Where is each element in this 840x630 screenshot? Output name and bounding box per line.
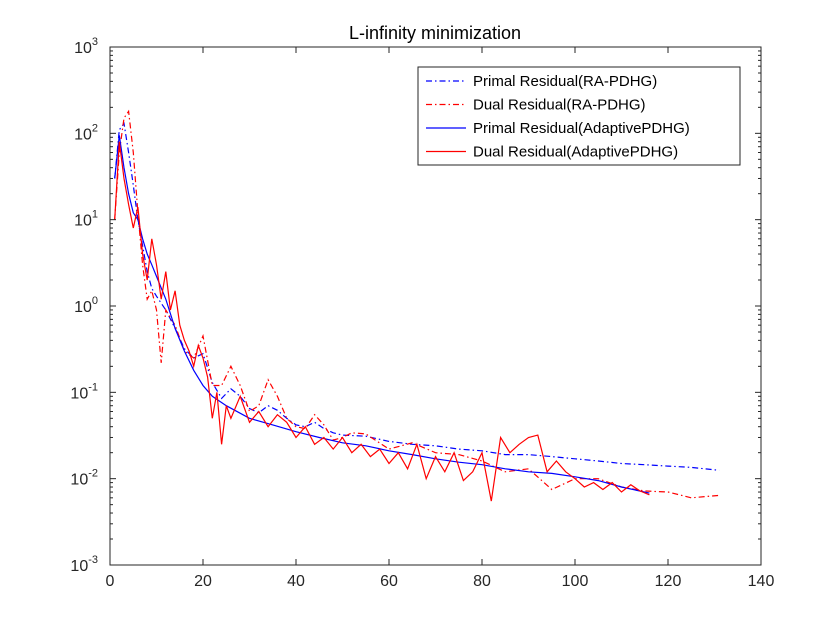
- series-line-4: [114, 141, 650, 502]
- legend-label: Primal Residual(AdaptivePDHG): [473, 120, 690, 137]
- legend-label: Dual Residual(AdaptivePDHG): [473, 144, 678, 161]
- y-tick-label: 10-1: [70, 381, 98, 402]
- y-tick-label: 103: [74, 36, 98, 57]
- x-tick-label: 120: [655, 573, 682, 590]
- x-tick-label: 60: [380, 573, 398, 590]
- y-tick-label: 100: [74, 295, 98, 316]
- legend-label: Primal Residual(RA-PDHG): [473, 73, 657, 90]
- y-tick-label: 10-2: [70, 468, 98, 489]
- x-tick-label: 80: [473, 573, 491, 590]
- chart-title: L-infinity minimization: [349, 23, 521, 43]
- legend-box: [417, 66, 741, 166]
- y-axis: 10-3 10-2 10-1 100 101 102 103: [70, 36, 761, 575]
- x-tick-label: 20: [194, 573, 212, 590]
- y-tick-label: 101: [74, 209, 98, 230]
- x-axis: 0 20 40 60 80 100 120 140: [106, 47, 775, 590]
- x-tick-label: 140: [748, 573, 775, 590]
- x-tick-label: 0: [106, 573, 115, 590]
- x-tick-label: 100: [562, 573, 589, 590]
- legend-label: Dual Residual(RA-PDHG): [473, 97, 646, 114]
- series-line-2: [114, 109, 720, 499]
- series-layer: [114, 109, 720, 502]
- y-tick-label: 10-3: [70, 554, 98, 575]
- y-tick-label: 102: [74, 122, 98, 143]
- series-line-1: [114, 122, 720, 471]
- legend: Primal Residual(RA-PDHG) Dual Residual(RA…: [417, 66, 741, 166]
- x-tick-label: 40: [287, 573, 305, 590]
